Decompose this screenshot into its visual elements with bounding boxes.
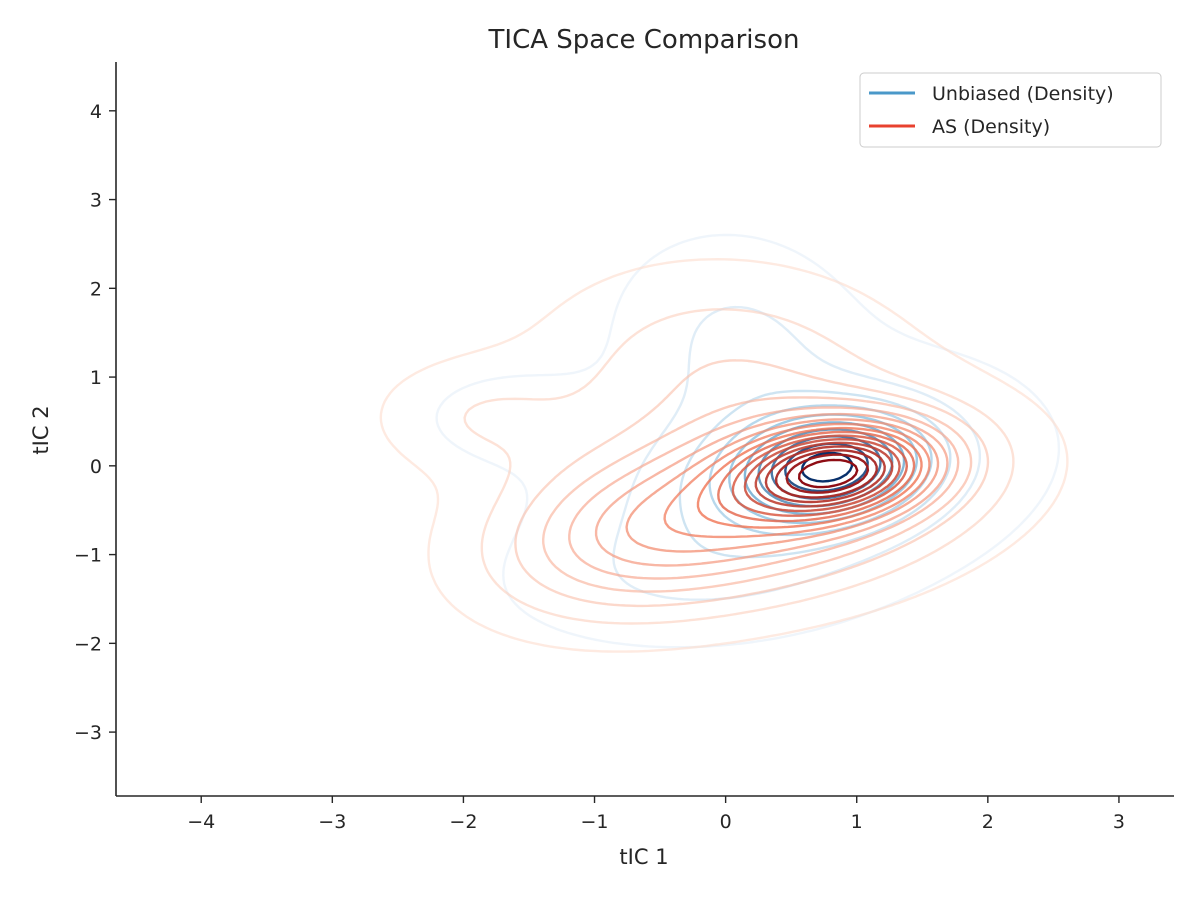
contour-line bbox=[798, 458, 859, 489]
legend: Unbiased (Density) AS (Density) bbox=[859, 72, 1162, 148]
y-tick-label: 0 bbox=[90, 456, 102, 478]
y-tick-label: 3 bbox=[90, 190, 102, 212]
contour-line bbox=[542, 396, 973, 593]
contour-line bbox=[625, 418, 940, 553]
contour-line bbox=[800, 451, 854, 483]
x-tick-label: 0 bbox=[720, 811, 732, 833]
contour-line bbox=[379, 258, 1069, 653]
legend-label-unbiased: Unbiased (Density) bbox=[932, 83, 1114, 105]
y-tick-label: 4 bbox=[90, 101, 102, 123]
legend-box bbox=[859, 72, 1162, 148]
x-tick-label: −3 bbox=[318, 811, 346, 833]
y-tick-label: −1 bbox=[74, 545, 102, 567]
x-tick-label: −1 bbox=[581, 811, 609, 833]
y-tick-label: 1 bbox=[90, 367, 102, 389]
y-tick-label: −3 bbox=[74, 722, 102, 744]
contour-line bbox=[435, 233, 1061, 649]
y-tick-label: 2 bbox=[90, 278, 102, 300]
contour-line bbox=[594, 412, 949, 567]
contour-series-unbiased bbox=[435, 233, 1061, 649]
chart-title: TICA Space Comparison bbox=[488, 25, 800, 55]
y-axis-label: tIC 2 bbox=[29, 405, 53, 454]
contour-line bbox=[717, 430, 916, 523]
contour-line bbox=[764, 445, 886, 504]
plot-area bbox=[379, 233, 1069, 653]
contour-line bbox=[731, 434, 908, 517]
contour-line bbox=[663, 422, 931, 539]
x-ticks: −4 −3 −2 −1 0 1 2 3 bbox=[187, 796, 1125, 833]
x-tick-label: 1 bbox=[851, 811, 863, 833]
contour-line bbox=[678, 389, 952, 559]
contour-line bbox=[696, 426, 923, 529]
x-tick-label: 2 bbox=[982, 811, 994, 833]
x-tick-label: −4 bbox=[187, 811, 215, 833]
x-tick-label: −2 bbox=[449, 811, 477, 833]
contour-line bbox=[463, 308, 1015, 625]
contour-line bbox=[775, 449, 878, 499]
x-tick-label: 3 bbox=[1113, 811, 1125, 833]
y-ticks: −3 −2 −1 0 1 2 3 4 bbox=[74, 101, 116, 744]
x-axis-label: tIC 1 bbox=[619, 845, 668, 869]
contour-line bbox=[754, 441, 894, 508]
contour-series-as bbox=[379, 258, 1069, 653]
legend-label-as: AS (Density) bbox=[932, 116, 1050, 138]
y-tick-label: −2 bbox=[74, 633, 102, 655]
contour-line bbox=[785, 453, 870, 494]
contour-line bbox=[743, 438, 901, 513]
contour-line bbox=[568, 406, 960, 580]
contour-line bbox=[514, 359, 990, 608]
